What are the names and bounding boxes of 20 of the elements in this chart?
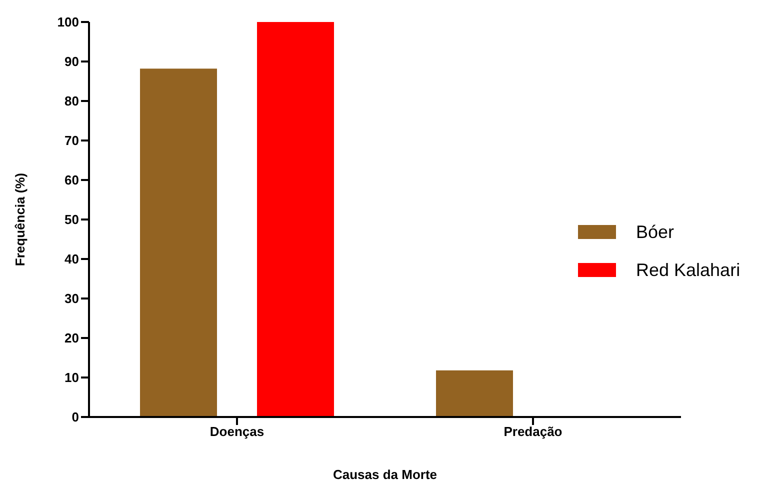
y-tick-label: 100 [57,14,79,30]
bar [436,370,513,417]
y-tick-label: 10 [64,370,79,386]
x-axis-title: Causas da Morte [332,467,438,482]
x-tick-label: Predação [504,424,562,440]
x-tick-label: Doenças [210,424,264,440]
y-tick-label: 70 [64,133,79,148]
y-tick-label: 30 [64,291,79,306]
y-tick-label: 40 [64,252,79,267]
y-tick-label: 80 [64,94,79,109]
bar [257,22,334,417]
bar [140,68,217,417]
legend-label: Bóer [636,222,674,242]
y-axis-title: Frequência (%) [12,172,28,266]
y-tick-label: 0 [72,410,79,425]
y-tick-label: 90 [64,54,79,70]
y-tick-label: 60 [64,172,79,188]
y-tick-label: 50 [64,212,79,228]
legend-label: Red Kalahari [636,260,740,280]
y-tick-label: 20 [64,330,79,346]
